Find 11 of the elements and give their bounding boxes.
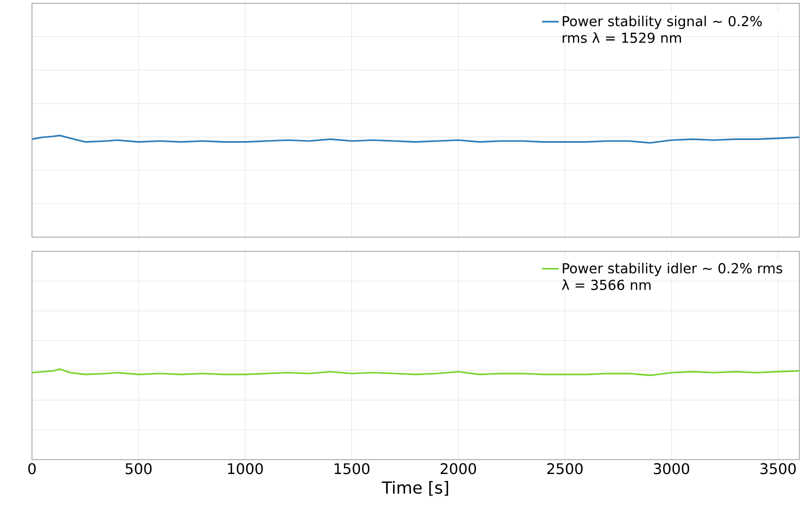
x-tick-label: 0 bbox=[28, 463, 36, 474]
legend-label: Power stability idler ∼ 0.2% rms λ = 3566 nm bbox=[562, 262, 782, 290]
legend-label: Power stability signal ∼ 0.2% rms λ = 1529 nm bbox=[562, 16, 762, 44]
x-tick-label: 2500 bbox=[547, 463, 583, 474]
x-tick-label: 1000 bbox=[228, 463, 263, 474]
x-tick-label: 2000 bbox=[440, 463, 476, 474]
x-tick-label: 3000 bbox=[654, 463, 690, 474]
x-tick-label: 3500 bbox=[760, 463, 796, 474]
x-tick-label: 1500 bbox=[334, 463, 370, 474]
x-axis-title: Time [s] bbox=[382, 481, 448, 496]
x-tick-label: 500 bbox=[126, 463, 152, 474]
